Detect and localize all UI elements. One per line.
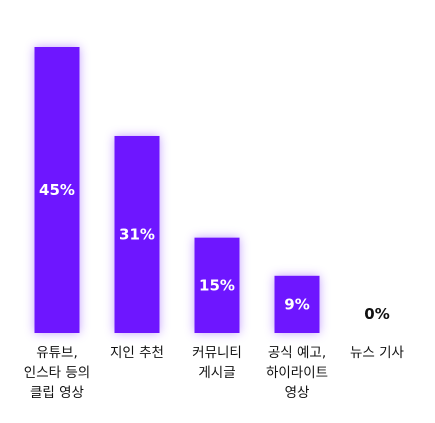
bar-1 xyxy=(34,47,80,333)
bar-3 xyxy=(194,237,240,333)
bar-2 xyxy=(114,135,160,333)
category-label-1-line-2: 인스타 등의 xyxy=(24,365,90,381)
bar-value-label-1: 45% xyxy=(39,181,75,199)
category-label-5-line-1: 뉴스 기사 xyxy=(350,345,405,361)
category-label-3-line-2: 게시글 xyxy=(198,365,235,381)
bar-4 xyxy=(274,275,320,333)
bar-value-label-4: 9% xyxy=(284,295,309,313)
category-label-1-line-3: 클립 영상 xyxy=(30,385,84,401)
bar-value-label-3: 15% xyxy=(199,276,235,294)
category-label-4-line-1: 공식 예고, xyxy=(268,345,326,361)
category-label-4-line-2: 하이라이트 xyxy=(266,365,328,381)
bar-value-label-2: 31% xyxy=(119,225,155,243)
category-label-4-line-3: 영상 xyxy=(285,385,310,401)
category-label-1-line-1: 유튜브, xyxy=(36,345,78,361)
bar-value-label-5: 0% xyxy=(364,305,389,323)
category-label-3-line-1: 커뮤니티 xyxy=(192,345,242,361)
category-label-2-line-1: 지인 추천 xyxy=(110,345,164,361)
